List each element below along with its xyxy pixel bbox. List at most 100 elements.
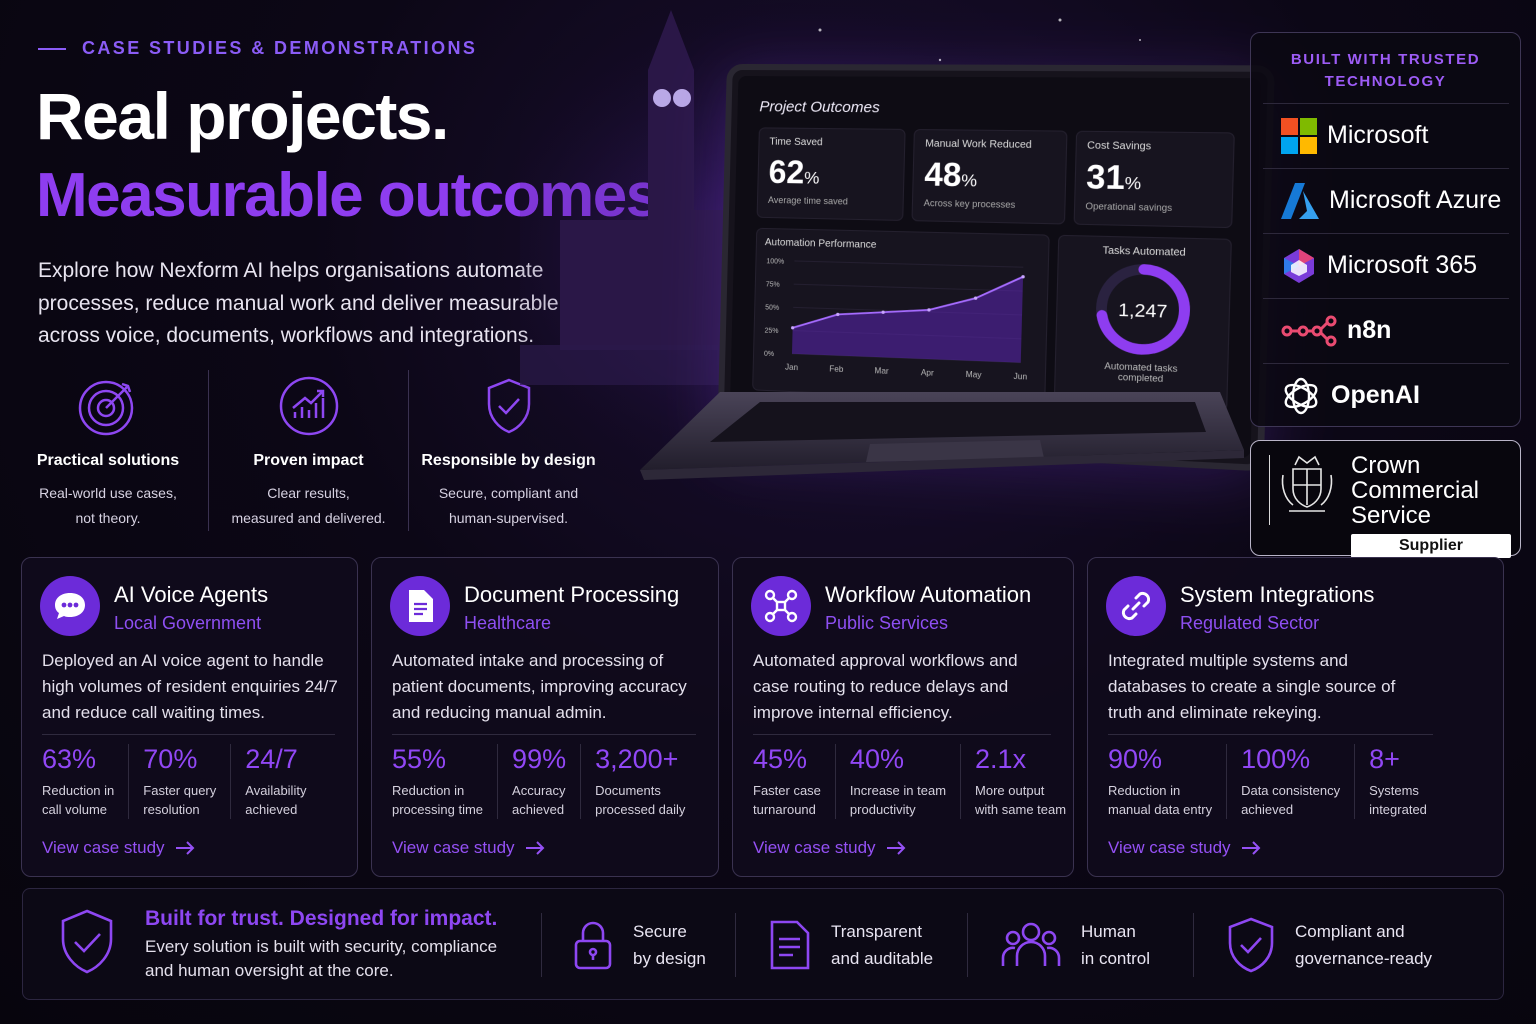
supplier-badge: Supplier [1351, 534, 1511, 558]
card-divider [1108, 734, 1433, 735]
view-case-study-link[interactable]: View case study [1108, 838, 1261, 858]
document-icon [770, 920, 810, 970]
laptop-screen: Project Outcomes Time Saved 62% Average … [717, 63, 1275, 472]
dashboard: Project Outcomes Time Saved 62% Average … [729, 76, 1261, 458]
card-stats: 45% Faster case turnaround 40% Increase in … [753, 744, 1080, 819]
card-divider [753, 734, 1051, 735]
shield-check-icon [1228, 917, 1274, 973]
crown-commercial-service-badge: Crown Commercial Service Supplier [1250, 440, 1521, 558]
metric-value: 31% [1085, 158, 1142, 197]
tech-name: OpenAI [1331, 381, 1420, 409]
feature-list: Practical solutions Real-world use cases… [8, 370, 608, 531]
openai-logo-icon [1284, 377, 1318, 414]
trackpad [866, 440, 1044, 462]
trust-label: Transparent and auditable [831, 922, 934, 968]
stat: 3,200+ Documents processed daily [580, 744, 699, 819]
x-tick-label: Jan [785, 363, 798, 373]
trusted-technology-panel: BUILT WITH TRUSTED TECHNOLOGY Microsoft … [1250, 32, 1521, 427]
tech-item-azure: Microsoft Azure [1263, 168, 1509, 232]
card-sector: Healthcare [464, 613, 552, 633]
trust-item-human: Human in control [1001, 909, 1150, 981]
microsoft-logo-icon [1281, 117, 1317, 154]
people-icon [1001, 922, 1061, 966]
tasks-value: 1,247 [1118, 299, 1168, 322]
case-card-system-integrations: System Integrations Regulated Sector Int… [1087, 557, 1504, 877]
metric-value: 62% [768, 153, 820, 191]
feature-title: Proven impact [253, 452, 364, 469]
tech-item-openai: OpenAI [1263, 363, 1509, 427]
trust-divider [541, 913, 542, 977]
metric-sub: Across key processes [923, 197, 1016, 210]
trust-bar: Built for trust. Designed for impact. Ev… [22, 888, 1504, 1000]
stat: 24/7 Availability achieved [230, 744, 320, 819]
tasks-automated-panel: Tasks Automated 1,247 Automated tasks co… [1054, 234, 1232, 412]
tasks-title: Tasks Automated [1102, 245, 1186, 259]
case-card-workflow-automation: Workflow Automation Public Services Auto… [732, 557, 1074, 877]
growth-chart-icon [279, 376, 338, 436]
view-case-study-link[interactable]: View case study [392, 838, 545, 858]
view-case-study-link[interactable]: View case study [753, 838, 906, 858]
tasks-ring: 1,247 [1082, 260, 1205, 359]
card-description: Deployed an AI voice agent to handle hig… [42, 651, 338, 722]
x-tick-label: May [966, 370, 982, 380]
x-tick-label: Jun [1013, 372, 1027, 382]
stat: 40% Increase in team productivity [834, 744, 960, 819]
feature-practical: Practical solutions Real-world use cases… [8, 370, 208, 531]
metric-row: Time Saved 62% Average time saved Manual… [756, 127, 1235, 229]
card-stats: 63% Reduction in call volume 70% Faster que… [42, 744, 320, 819]
grid-line [794, 284, 1023, 291]
card-stats: 55% Reduction in processing time 99% Accura… [392, 744, 699, 819]
trust-label: Compliant and governance-ready [1295, 922, 1433, 968]
metric-sub: Average time saved [767, 194, 848, 207]
trust-label: Secure by design [633, 922, 706, 968]
feature-desc-1: Clear results, [267, 485, 350, 501]
case-card-document-processing: Document Processing Healthcare Automated… [371, 557, 719, 877]
arrow-right-icon [886, 841, 905, 855]
card-description: Automated approval workflows and case ro… [753, 651, 1018, 722]
card-sector: Public Services [825, 613, 949, 633]
arrow-right-icon [175, 841, 194, 855]
trust-item-secure: Secure by design [573, 909, 706, 981]
tech-title: BUILT WITH TRUSTED TECHNOLOGY [1290, 51, 1481, 90]
metric-card-manual-work: Manual Work Reduced 48% Across key proce… [911, 128, 1068, 225]
clock-face [653, 89, 671, 107]
card-title: Document Processing [464, 582, 680, 607]
tech-item-m365: Microsoft 365 [1263, 233, 1509, 297]
stat: 63% Reduction in call volume [42, 744, 115, 817]
trust-item-compliant: Compliant and governance-ready [1227, 909, 1432, 981]
card-divider [392, 734, 696, 735]
x-tick-label: Feb [829, 364, 844, 374]
trust-item-transparent: Transparent and auditable [769, 909, 933, 981]
metric-value: 48% [923, 155, 978, 194]
royal-crest-icon [1281, 455, 1333, 512]
card-divider [42, 734, 335, 735]
card-description: Automated intake and processing of patie… [392, 651, 687, 722]
trust-divider [967, 913, 968, 977]
padlock-icon [574, 921, 612, 970]
y-tick-label: 75% [766, 281, 780, 289]
x-tick-label: Mar [874, 366, 889, 376]
feature-desc-1: Real-world use cases, [39, 485, 177, 501]
m365-logo-icon [1284, 248, 1314, 283]
feature-impact: Proven impact Clear results, measured an… [208, 370, 408, 531]
badge-divider [1269, 455, 1270, 525]
link-chain-icon [1106, 576, 1166, 636]
metric-label: Manual Work Reduced [925, 138, 1032, 152]
stat: 70% Faster query resolution [128, 744, 230, 819]
view-case-study-link[interactable]: View case study [42, 838, 195, 858]
card-description: Integrated multiple systems and database… [1108, 651, 1396, 722]
dashboard-bottom-row: Automation Performance 100% 75% 50% 25% 0% Ja… [752, 227, 1232, 412]
ccs-name: Crown Commercial Service [1351, 452, 1480, 529]
card-title: Workflow Automation [825, 582, 1032, 607]
chat-bubble-icon [40, 576, 100, 636]
tech-name: Microsoft 365 [1327, 251, 1478, 279]
intro-paragraph: Explore how Nexform AI helps organisatio… [38, 259, 627, 347]
card-sector: Local Government [114, 613, 262, 633]
metric-sub: Operational savings [1085, 200, 1173, 214]
automation-performance-panel: Automation Performance 100% 75% 50% 25% 0% Ja… [752, 227, 1051, 404]
n8n-logo-icon [1281, 315, 1337, 346]
card-title: System Integrations [1180, 582, 1375, 607]
stat: 8+ Systems integrated [1354, 744, 1441, 819]
tech-name: Microsoft Azure [1329, 186, 1502, 214]
dashboard-title: Project Outcomes [759, 98, 880, 117]
